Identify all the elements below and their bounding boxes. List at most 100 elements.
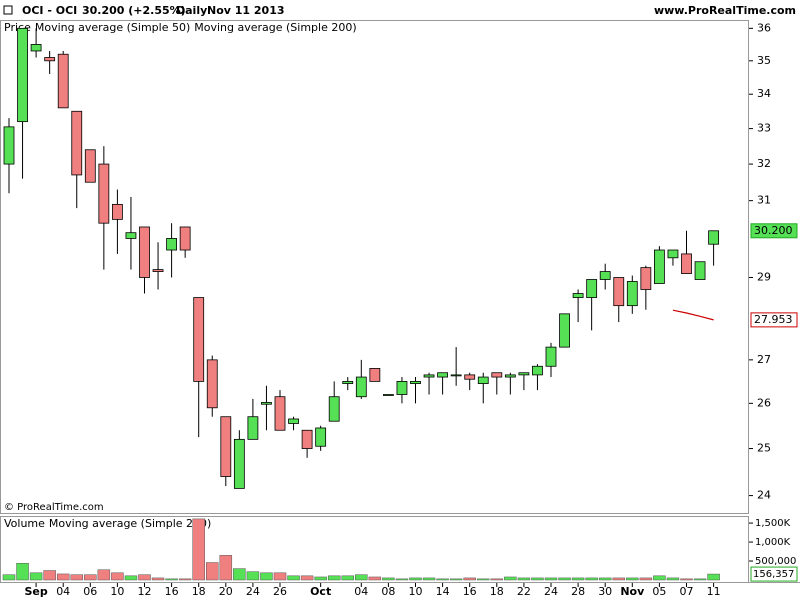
- candle-body: [166, 238, 178, 251]
- y-tick-label: 25: [757, 442, 771, 455]
- candle-body: [464, 374, 476, 380]
- volume-bar: [368, 576, 382, 581]
- y-tick-label: 36: [757, 21, 771, 34]
- x-tick-label: 08: [381, 585, 395, 598]
- volume-bar: [246, 571, 260, 581]
- candle-body: [559, 313, 570, 348]
- volume-bar: [395, 578, 409, 581]
- last-price-box: [750, 223, 798, 239]
- x-tick-label: 30: [598, 585, 612, 598]
- x-tick-label: 24: [246, 585, 260, 598]
- candle-body: [369, 368, 381, 382]
- volume-bar: [571, 577, 585, 581]
- candle-body: [30, 44, 42, 52]
- volume-bar: [693, 578, 707, 581]
- y-tick-label: 29: [757, 271, 771, 284]
- x-tick-label: 22: [517, 585, 531, 598]
- candle-body: [220, 416, 232, 477]
- volume-bar: [314, 576, 327, 581]
- window-icon: [3, 5, 13, 15]
- volume-bar: [626, 577, 639, 581]
- candle-body: [125, 232, 137, 239]
- candle-body: [545, 346, 557, 367]
- candle-body: [3, 126, 15, 165]
- volume-bar: [490, 578, 504, 581]
- volume-bar: [300, 575, 314, 581]
- candle-body: [504, 374, 516, 378]
- volume-bar: [463, 577, 476, 581]
- candle-body: [247, 416, 259, 440]
- x-tick-label: Nov: [620, 585, 645, 598]
- symbol: OCI - OCI: [22, 4, 77, 17]
- candle-body: [491, 372, 503, 378]
- x-tick-label: 24: [544, 585, 558, 598]
- volume-bar: [422, 577, 436, 581]
- date: Nov 11 2013: [207, 4, 285, 17]
- x-tick-label: 20: [219, 585, 233, 598]
- y-tick-label: 31: [757, 194, 771, 207]
- y-tick-label: 32: [757, 157, 771, 170]
- candle-body: [477, 376, 489, 384]
- volume-bar: [355, 574, 368, 581]
- candle-body: [342, 380, 354, 384]
- candle-body: [193, 297, 205, 382]
- ma-last-label: 27.953: [754, 313, 793, 326]
- x-tick-label: Oct: [310, 585, 331, 598]
- candle-body: [654, 249, 665, 284]
- x-tick-label: 07: [680, 585, 694, 598]
- candle-body: [626, 281, 638, 307]
- x-tick-label: 16: [165, 585, 179, 598]
- candle-body: [274, 396, 286, 431]
- candle-body: [382, 394, 394, 396]
- candle-body: [423, 374, 435, 378]
- candle-body: [396, 380, 408, 395]
- volume-bar: [192, 518, 205, 581]
- candle-body: [708, 230, 719, 245]
- candle-body: [613, 277, 625, 307]
- candle-body: [518, 372, 530, 376]
- volume-bar: [138, 574, 151, 581]
- volume-bar: [477, 578, 490, 581]
- candle-body: [179, 226, 191, 251]
- volume-bar: [219, 555, 233, 581]
- x-tick-label: 18: [490, 585, 504, 598]
- x-tick-label: 16: [463, 585, 477, 598]
- y-tick-label: 26: [757, 396, 771, 409]
- volume-bar: [517, 577, 531, 581]
- volume-bar: [233, 568, 246, 581]
- candle-body: [261, 402, 272, 405]
- legend-entry: Moving average (Simple 50): [35, 21, 190, 34]
- last-volume-label: 156,357: [753, 569, 794, 580]
- volume-bar: [449, 578, 463, 581]
- volume-bar: [111, 572, 124, 581]
- volume-bar: [151, 577, 165, 581]
- volume-bar: [124, 575, 138, 581]
- volume-bar: [504, 576, 517, 581]
- candle-body: [572, 293, 584, 298]
- volume-bar: [178, 578, 192, 581]
- y-tick-label: 500,000: [755, 556, 796, 567]
- candle-body: [681, 253, 692, 274]
- period: Daily: [176, 4, 207, 17]
- volume-bar: [29, 572, 43, 581]
- volume-bar: [598, 577, 612, 581]
- candle-body: [233, 438, 245, 489]
- last-price-label: 30.200: [754, 224, 793, 237]
- candle-body: [667, 249, 679, 259]
- candle-body: [640, 267, 652, 290]
- last-volume-box: [750, 566, 798, 582]
- copyright: © ProRealTime.com: [4, 502, 104, 513]
- volume-bar: [43, 570, 56, 581]
- volume-bar: [666, 577, 680, 581]
- x-tick-label: 11: [707, 585, 721, 598]
- legend-entry: Volume: [4, 517, 45, 530]
- x-tick-label: 10: [110, 585, 124, 598]
- candle-body: [44, 57, 56, 62]
- volume-bar: [327, 575, 341, 581]
- moving-average-line: [672, 309, 714, 321]
- candle-body: [301, 429, 313, 449]
- y-tick-label: 1,500K: [755, 518, 791, 529]
- volume-bar: [382, 577, 395, 581]
